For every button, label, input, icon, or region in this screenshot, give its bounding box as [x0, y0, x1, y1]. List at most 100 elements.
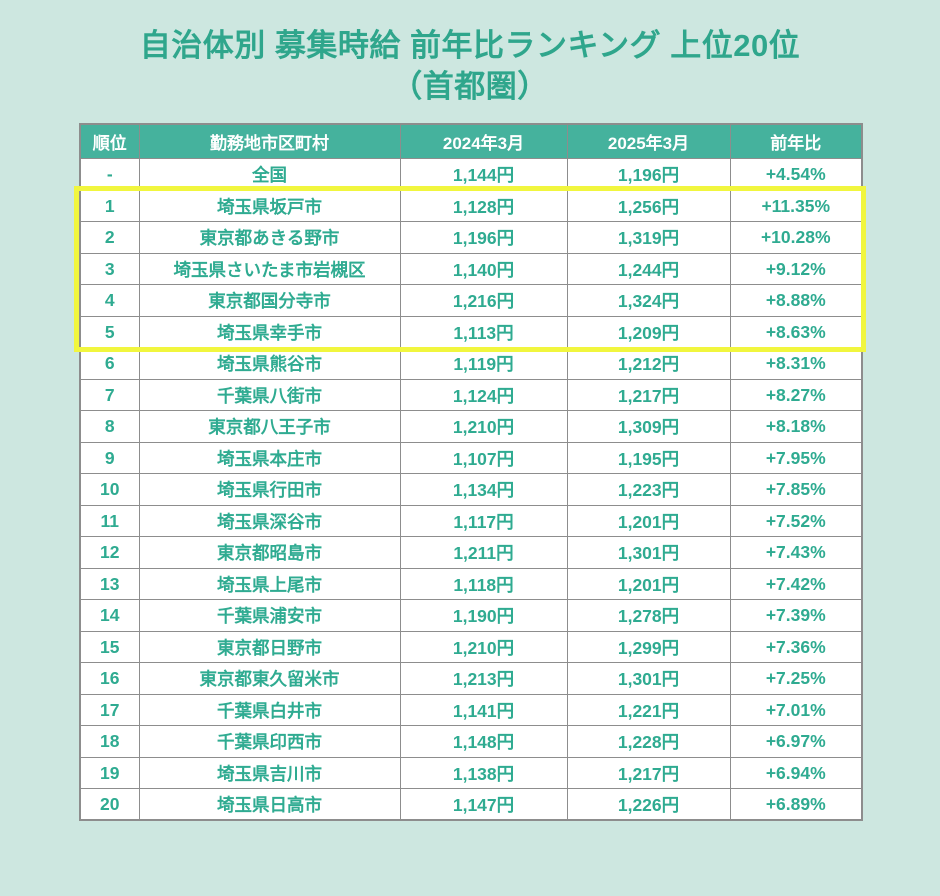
march-2025-cell: 1,209円 — [566, 315, 731, 349]
yoy-cell: +7.52% — [729, 504, 863, 538]
municipality-cell: 埼玉県行田市 — [138, 473, 401, 506]
rank-cell: 8 — [79, 410, 140, 443]
rank-cell: 1 — [79, 189, 140, 223]
yoy-cell: +8.27% — [729, 378, 863, 412]
yoy-cell: +7.39% — [729, 599, 863, 632]
march-2025-cell: 1,319円 — [566, 221, 731, 254]
table-row: 9 埼玉県本庄市 1,107円 1,195円 +7.95% — [79, 441, 863, 475]
municipality-cell: 東京都国分寺市 — [138, 284, 401, 317]
march-2024-cell: 1,210円 — [399, 410, 568, 443]
rank-cell: - — [79, 158, 140, 191]
march-2025-cell: 1,309円 — [566, 410, 731, 443]
march-2025-cell: 1,221円 — [566, 693, 731, 727]
rank-cell: 11 — [79, 504, 140, 538]
yoy-cell: +8.31% — [729, 347, 863, 380]
march-2024-cell: 1,124円 — [399, 378, 568, 412]
yoy-cell: +7.85% — [729, 473, 863, 506]
rank-cell: 13 — [79, 567, 140, 601]
table-row: 7 千葉県八街市 1,124円 1,217円 +8.27% — [79, 378, 863, 412]
rank-cell: 9 — [79, 441, 140, 475]
table-row: 8 東京都八王子市 1,210円 1,309円 +8.18% — [79, 410, 863, 443]
march-2025-cell: 1,195円 — [566, 441, 731, 475]
march-2025-cell: 1,201円 — [566, 504, 731, 538]
rank-cell: 20 — [79, 788, 140, 821]
rank-cell: 17 — [79, 693, 140, 727]
yoy-cell: +8.88% — [729, 284, 863, 317]
march-2025-cell: 1,301円 — [566, 662, 731, 695]
header-rank: 順位 — [79, 123, 140, 160]
march-2024-cell: 1,119円 — [399, 347, 568, 380]
table-row: 13 埼玉県上尾市 1,118円 1,201円 +7.42% — [79, 567, 863, 601]
header-yoy: 前年比 — [729, 123, 863, 160]
table-row: 6 埼玉県熊谷市 1,119円 1,212円 +8.31% — [79, 347, 863, 380]
municipality-cell: 埼玉県本庄市 — [138, 441, 401, 475]
table-row: 5 埼玉県幸手市 1,113円 1,209円 +8.63% — [79, 315, 863, 349]
municipality-cell: 東京都日野市 — [138, 630, 401, 664]
march-2024-cell: 1,213円 — [399, 662, 568, 695]
municipality-cell: 東京都八王子市 — [138, 410, 401, 443]
table-row: 3 埼玉県さいたま市岩槻区 1,140円 1,244円 +9.12% — [79, 252, 863, 286]
municipality-cell: 千葉県印西市 — [138, 725, 401, 758]
rank-cell: 14 — [79, 599, 140, 632]
rank-cell: 15 — [79, 630, 140, 664]
ranking-table: 順位 勤務地市区町村 2024年3月 2025年3月 前年比 - 全国 1,144円… — [79, 122, 863, 822]
march-2024-cell: 1,196円 — [399, 221, 568, 254]
march-2024-cell: 1,117円 — [399, 504, 568, 538]
yoy-cell: +8.63% — [729, 315, 863, 349]
header-row: 順位 勤務地市区町村 2024年3月 2025年3月 前年比 — [79, 123, 863, 160]
yoy-cell: +7.43% — [729, 536, 863, 569]
yoy-cell: +6.97% — [729, 725, 863, 758]
rank-cell: 7 — [79, 378, 140, 412]
table-row: 17 千葉県白井市 1,141円 1,221円 +7.01% — [79, 693, 863, 727]
march-2024-cell: 1,118円 — [399, 567, 568, 601]
table-row: 12 東京都昭島市 1,211円 1,301円 +7.43% — [79, 536, 863, 569]
march-2024-cell: 1,134円 — [399, 473, 568, 506]
march-2024-cell: 1,148円 — [399, 725, 568, 758]
march-2024-cell: 1,107円 — [399, 441, 568, 475]
march-2024-cell: 1,141円 — [399, 693, 568, 727]
yoy-cell: +11.35% — [729, 189, 863, 223]
march-2024-cell: 1,190円 — [399, 599, 568, 632]
table-row: 10 埼玉県行田市 1,134円 1,223円 +7.85% — [79, 473, 863, 506]
table-row: 15 東京都日野市 1,210円 1,299円 +7.36% — [79, 630, 863, 664]
table-row: 16 東京都東久留米市 1,213円 1,301円 +7.25% — [79, 662, 863, 695]
rank-cell: 18 — [79, 725, 140, 758]
municipality-cell: 埼玉県さいたま市岩槻区 — [138, 252, 401, 286]
march-2024-cell: 1,144円 — [399, 158, 568, 191]
yoy-cell: +7.95% — [729, 441, 863, 475]
municipality-cell: 埼玉県日高市 — [138, 788, 401, 821]
municipality-cell: 千葉県八街市 — [138, 378, 401, 412]
march-2024-cell: 1,140円 — [399, 252, 568, 286]
march-2025-cell: 1,217円 — [566, 378, 731, 412]
yoy-cell: +6.89% — [729, 788, 863, 821]
yoy-cell: +7.25% — [729, 662, 863, 695]
table-row: 20 埼玉県日高市 1,147円 1,226円 +6.89% — [79, 788, 863, 821]
march-2025-cell: 1,217円 — [566, 756, 731, 790]
yoy-cell: +8.18% — [729, 410, 863, 443]
march-2024-cell: 1,210円 — [399, 630, 568, 664]
yoy-cell: +6.94% — [729, 756, 863, 790]
municipality-cell: 東京都あきる野市 — [138, 221, 401, 254]
rank-cell: 16 — [79, 662, 140, 695]
rank-cell: 6 — [79, 347, 140, 380]
municipality-cell: 埼玉県坂戸市 — [138, 189, 401, 223]
march-2025-cell: 1,278円 — [566, 599, 731, 632]
page-title-line2: （首都圏） — [391, 68, 549, 104]
municipality-cell: 東京都昭島市 — [138, 536, 401, 569]
march-2024-cell: 1,113円 — [399, 315, 568, 349]
march-2025-cell: 1,201円 — [566, 567, 731, 601]
municipality-cell: 埼玉県上尾市 — [138, 567, 401, 601]
table-row: - 全国 1,144円 1,196円 +4.54% — [79, 158, 863, 191]
march-2024-cell: 1,138円 — [399, 756, 568, 790]
march-2025-cell: 1,226円 — [566, 788, 731, 821]
municipality-cell: 埼玉県吉川市 — [138, 756, 401, 790]
header-municipality: 勤務地市区町村 — [138, 123, 401, 160]
header-2025-march: 2025年3月 — [566, 123, 731, 160]
march-2024-cell: 1,128円 — [399, 189, 568, 223]
yoy-cell: +4.54% — [729, 158, 863, 191]
municipality-cell: 全国 — [138, 158, 401, 191]
rank-cell: 2 — [79, 221, 140, 254]
march-2024-cell: 1,216円 — [399, 284, 568, 317]
march-2024-cell: 1,211円 — [399, 536, 568, 569]
march-2025-cell: 1,196円 — [566, 158, 731, 191]
